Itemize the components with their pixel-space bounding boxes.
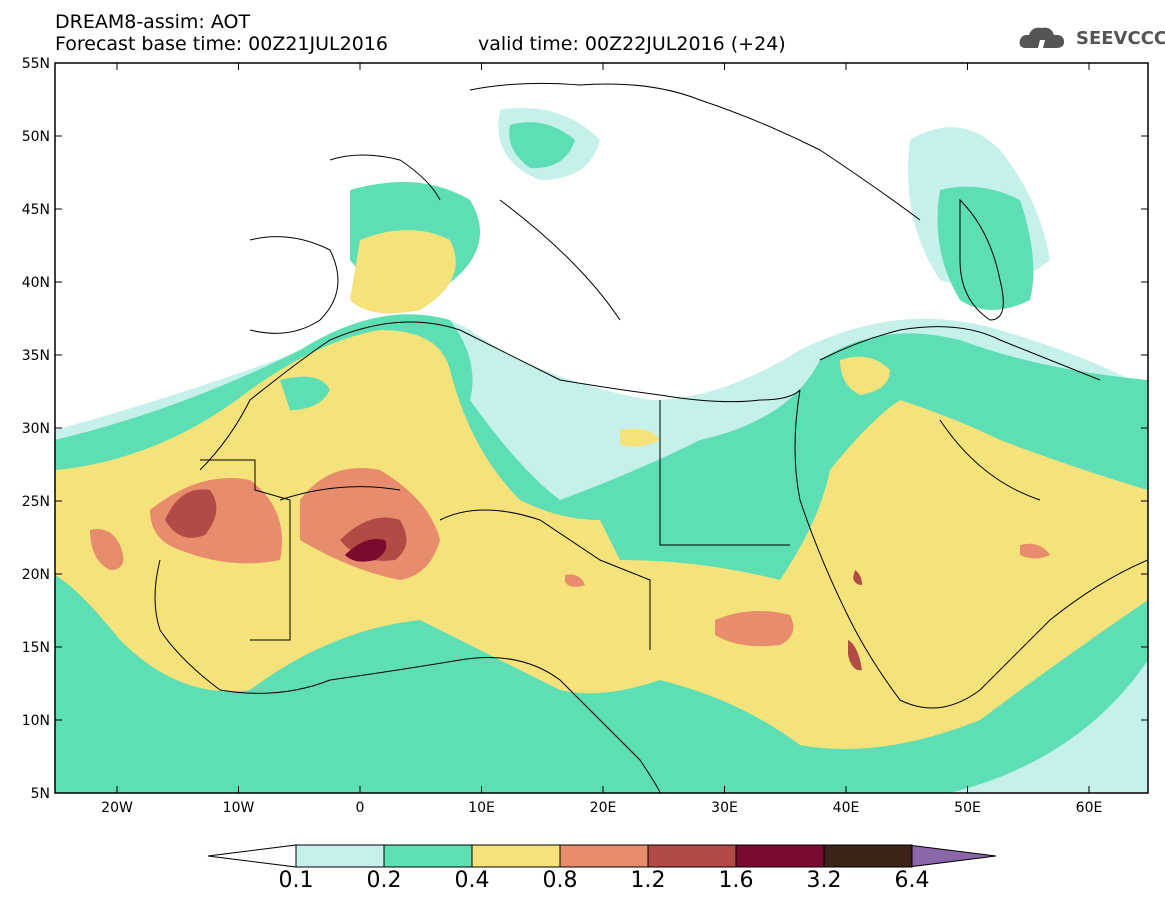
- colorbar-level-label: 3.2: [806, 868, 842, 893]
- lat-tick-label: 40N: [22, 275, 50, 291]
- lon-tick-label: 10W: [223, 800, 255, 816]
- lat-tick-label: 5N: [31, 786, 50, 802]
- colorbar-level-label: 1.2: [630, 868, 666, 893]
- colorbar-swatch: [735, 844, 825, 868]
- lat-tick-label: 25N: [22, 494, 50, 510]
- colorbar-swatch: [559, 844, 649, 868]
- lon-tick-label: 40E: [833, 800, 860, 816]
- lon-tick-label: 0: [356, 800, 365, 816]
- colorbar-level-label: 6.4: [894, 868, 930, 893]
- lon-tick-label: 30E: [711, 800, 738, 816]
- aot-band-0.4: [55, 230, 1148, 750]
- forecast-base-time: Forecast base time: 00Z21JUL2016: [55, 33, 388, 55]
- lat-tick-label: 10N: [22, 713, 50, 729]
- colorbar-level-label: 0.8: [542, 868, 578, 893]
- aot-field: [55, 63, 1148, 793]
- lon-axis: 20W 10W 0 10E 20E 30E 40E 50E 60E: [101, 63, 1102, 816]
- colorbar-swatch: [647, 844, 737, 868]
- lat-tick-label: 20N: [22, 567, 50, 583]
- valid-time: valid time: 00Z22JUL2016 (+24): [478, 33, 786, 55]
- logo-text: SEEVCCC: [1076, 28, 1165, 49]
- lat-tick-label: 35N: [22, 348, 50, 364]
- map-title: DREAM8-assim: AOT: [55, 11, 251, 33]
- colorbar-level-label: 1.6: [718, 868, 754, 893]
- lat-tick-label: 55N: [22, 56, 50, 72]
- colorbar: [207, 844, 997, 868]
- colorbar-under-triangle: [207, 844, 297, 868]
- colorbar-over-triangle: [907, 844, 997, 868]
- lat-tick-label: 50N: [22, 129, 50, 145]
- seevccc-cloud-logo-icon: [1019, 27, 1064, 48]
- colorbar-swatch: [295, 844, 385, 868]
- lat-tick-label: 45N: [22, 202, 50, 218]
- colorbar-swatch: [471, 844, 561, 868]
- colorbar-level-label: 0.1: [278, 868, 314, 893]
- lat-axis: 55N 50N 45N 40N 35N 30N 25N 20N 15N 10N 5N: [22, 56, 1148, 802]
- lon-tick-label: 50E: [954, 800, 981, 816]
- lat-tick-label: 30N: [22, 421, 50, 437]
- colorbar-level-label: 0.4: [454, 868, 490, 893]
- lon-tick-label: 20W: [101, 800, 133, 816]
- lon-tick-label: 20E: [590, 800, 617, 816]
- aot-band-1.6: [345, 539, 387, 562]
- lat-tick-label: 15N: [22, 640, 50, 656]
- colorbar-swatch: [383, 844, 473, 868]
- coastlines: [154, 82, 1148, 793]
- lon-tick-label: 10E: [468, 800, 495, 816]
- colorbar-swatch: [823, 844, 913, 868]
- colorbar-level-label: 0.2: [366, 868, 402, 893]
- lon-tick-label: 60E: [1076, 800, 1103, 816]
